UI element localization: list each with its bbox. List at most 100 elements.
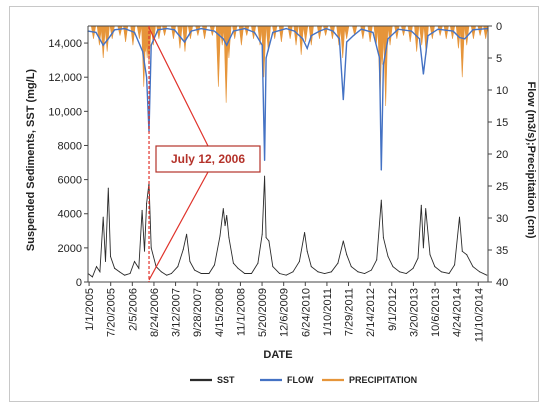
precipitation-point xyxy=(130,25,136,46)
sst-point xyxy=(330,271,332,273)
sst-point xyxy=(417,257,419,259)
sst-point xyxy=(304,232,306,234)
legend-label: SST xyxy=(217,375,235,385)
precipitation-point xyxy=(407,25,413,43)
precipitation-point xyxy=(483,25,489,39)
sst-point xyxy=(118,271,120,273)
legend: SST FLOW PRECIPITATION xyxy=(190,375,417,385)
right-tick-label: 10 xyxy=(496,85,508,97)
flow-point xyxy=(261,44,263,46)
x-tick-label: 2/14/2012 xyxy=(365,288,377,337)
x-tick-label: 7/29/2011 xyxy=(344,288,356,336)
precipitation-point xyxy=(244,25,250,36)
x-tick-label: 4/15/2008 xyxy=(214,288,226,337)
legend-label: PRECIPITATION xyxy=(349,375,417,385)
sst-point xyxy=(370,269,372,271)
precipitation-point xyxy=(477,25,483,36)
right-tick-label: 35 xyxy=(496,245,508,257)
sst-point xyxy=(434,266,436,268)
sst-line xyxy=(87,176,487,278)
x-tick-label: 12/6/2009 xyxy=(279,288,291,337)
precipitation-point xyxy=(303,25,309,43)
sst-point xyxy=(170,272,172,274)
sst-point xyxy=(364,272,366,274)
flow-point xyxy=(264,159,266,161)
left-tick-label: 14,000 xyxy=(48,38,82,50)
sst-point xyxy=(461,250,463,252)
flow-point xyxy=(146,76,148,78)
x-tick-label: 11/1/2008 xyxy=(235,288,247,336)
sst-point xyxy=(219,235,221,237)
sst-point xyxy=(105,261,107,263)
precipitation-point xyxy=(170,25,177,39)
left-tick-label: 4000 xyxy=(58,209,82,221)
sst-point xyxy=(200,272,202,274)
sst-point xyxy=(144,250,146,252)
sst-point xyxy=(292,271,294,273)
sst-point xyxy=(459,216,461,218)
sst-point xyxy=(317,271,319,273)
flow-point xyxy=(452,30,454,32)
sst-point xyxy=(324,272,326,274)
flow-point xyxy=(157,29,159,31)
flow-point xyxy=(95,31,97,33)
sst-point xyxy=(380,199,382,201)
legend-label: FLOW xyxy=(287,375,314,385)
annotation-label: July 12, 2006 xyxy=(171,152,245,166)
sst-point xyxy=(261,233,263,235)
sst-point xyxy=(146,202,148,204)
callout-arrow-up xyxy=(148,27,209,147)
sst-point xyxy=(357,271,359,273)
left-tick-label: 6000 xyxy=(58,175,82,187)
sst-point xyxy=(189,261,191,263)
sst-point xyxy=(298,261,300,263)
x-axis-title: DATE xyxy=(263,349,292,361)
right-tick-label: 15 xyxy=(496,117,508,129)
x-tick-label: 1/1/2005 xyxy=(84,288,96,331)
sst-point xyxy=(194,269,196,271)
flow-point xyxy=(222,38,224,40)
right-tick-label: 0 xyxy=(496,21,502,33)
sst-point xyxy=(208,272,210,274)
flow-point xyxy=(437,28,439,30)
sst-point xyxy=(285,274,287,276)
flow-point xyxy=(190,30,192,32)
flow-point xyxy=(142,51,144,53)
flow-point xyxy=(150,44,152,46)
right-tick-label: 25 xyxy=(496,181,508,193)
sst-point xyxy=(114,267,116,269)
x-tick-label: 8/24/2006 xyxy=(149,288,161,337)
y-axis-right-title: Flow (m3/s);Precipitation (cm) xyxy=(525,81,537,238)
sst-point xyxy=(479,271,481,273)
precipitation-point xyxy=(383,25,389,107)
sst-point xyxy=(166,274,168,276)
flow-point xyxy=(173,29,176,31)
sst-point xyxy=(107,187,109,189)
flow-point xyxy=(458,36,461,39)
sst-point xyxy=(412,267,414,269)
sst-point xyxy=(91,276,93,278)
precipitation-point xyxy=(202,25,208,39)
precipitation-point xyxy=(414,25,420,52)
left-tick-label: 2000 xyxy=(58,243,82,255)
sst-point xyxy=(376,259,378,261)
x-tick-label: 3/12/2007 xyxy=(171,288,183,337)
flow-point xyxy=(427,35,429,37)
sst-point xyxy=(232,262,234,264)
sst-point xyxy=(129,272,131,274)
x-tick-label: 4/24/2014 xyxy=(452,288,464,337)
flow-point xyxy=(306,47,308,50)
flow-point xyxy=(200,27,202,30)
flow-point xyxy=(382,63,384,65)
sst-point xyxy=(237,267,239,269)
sst-point xyxy=(342,240,344,242)
sst-point xyxy=(268,240,270,242)
flow-point xyxy=(265,57,267,59)
flow-point xyxy=(410,30,413,32)
callout-arrow-down xyxy=(148,171,209,281)
sst-point xyxy=(265,237,267,239)
flow-point xyxy=(123,27,126,30)
sst-point xyxy=(102,216,104,218)
sst-point xyxy=(448,272,450,274)
